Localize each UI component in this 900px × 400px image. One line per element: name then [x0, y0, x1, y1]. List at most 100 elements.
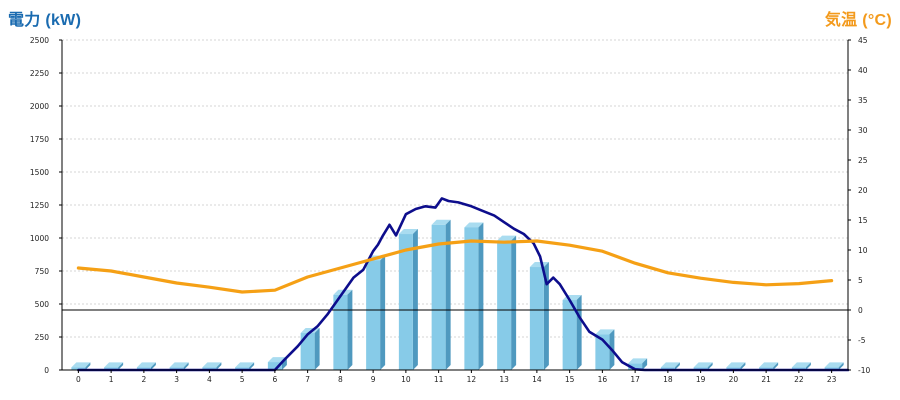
bar-side	[380, 255, 386, 370]
bar-side	[85, 362, 91, 370]
left-tick-label: 2250	[30, 69, 49, 78]
left-tick-label: 500	[35, 300, 50, 309]
bar-front	[235, 367, 250, 370]
bar-top	[202, 362, 222, 368]
x-tick-label: 2	[141, 375, 146, 384]
bar-top	[464, 222, 484, 228]
bar-front	[726, 367, 741, 370]
bar-top	[824, 362, 844, 368]
bar-front	[628, 363, 643, 370]
bar-19	[693, 362, 713, 370]
bar-front	[333, 294, 348, 370]
bar-front	[562, 300, 577, 370]
bar-top	[595, 329, 615, 335]
bar-front	[136, 367, 151, 370]
bar-top	[726, 362, 746, 368]
x-tick-label: 5	[240, 375, 245, 384]
right-tick-label: 20	[858, 186, 868, 195]
bar-front	[660, 367, 675, 370]
bar-top	[104, 362, 124, 368]
bar-2	[136, 362, 156, 370]
bar-18	[660, 362, 680, 370]
bar-5	[235, 362, 255, 370]
bar-side	[773, 362, 779, 370]
x-tick-label: 18	[663, 375, 673, 384]
bar-side	[150, 362, 156, 370]
x-tick-label: 7	[305, 375, 310, 384]
bar-top	[497, 235, 517, 241]
bar-21	[759, 362, 779, 370]
left-tick-label: 2500	[30, 36, 49, 45]
axes: 02505007501000125015001750200022502500-1…	[30, 36, 871, 384]
x-tick-label: 21	[761, 375, 771, 384]
right-tick-label: 40	[858, 66, 868, 75]
x-tick-label: 0	[76, 375, 81, 384]
bar-front	[464, 227, 479, 370]
bar-front	[71, 367, 86, 370]
right-tick-label: 15	[858, 216, 868, 225]
left-tick-label: 1750	[30, 135, 49, 144]
x-tick-label: 1	[109, 375, 114, 384]
x-tick-label: 17	[630, 375, 640, 384]
right-tick-label: 25	[858, 156, 868, 165]
bar-0	[71, 362, 91, 370]
left-tick-label: 1250	[30, 201, 49, 210]
x-tick-label: 6	[272, 375, 277, 384]
bar-side	[118, 362, 124, 370]
x-tick-label: 15	[565, 375, 575, 384]
bar-side	[707, 362, 713, 370]
right-tick-label: 0	[858, 306, 863, 315]
bar-top	[660, 362, 680, 368]
bar-front	[398, 234, 413, 370]
bar-side	[249, 362, 255, 370]
bar-top	[169, 362, 189, 368]
bar-front	[824, 367, 839, 370]
bar-top	[693, 362, 713, 368]
x-tick-label: 20	[729, 375, 739, 384]
x-tick-label: 22	[794, 375, 804, 384]
bar-front	[759, 367, 774, 370]
bar-top	[759, 362, 779, 368]
bar-top	[628, 358, 648, 364]
bar-11	[431, 219, 451, 370]
right-tick-label: -5	[858, 336, 866, 345]
grid	[62, 39, 848, 338]
x-tick-label: 16	[598, 375, 608, 384]
bar-top	[791, 362, 811, 368]
bar-front	[497, 240, 512, 370]
bar-3	[169, 362, 189, 370]
bar-side	[740, 362, 746, 370]
right-tick-label: 5	[858, 276, 863, 285]
left-tick-label: 1000	[30, 234, 49, 243]
bar-side	[412, 229, 418, 370]
x-tick-label: 13	[499, 375, 509, 384]
right-tick-label: 45	[858, 36, 868, 45]
x-tick-label: 8	[338, 375, 343, 384]
left-tick-label: 0	[44, 366, 49, 375]
x-tick-label: 4	[207, 375, 212, 384]
bar-front	[202, 367, 217, 370]
bar-top	[71, 362, 91, 368]
bar-top	[136, 362, 156, 368]
right-axis-title: 気温 (°C)	[824, 12, 892, 29]
right-tick-label: 35	[858, 96, 868, 105]
x-tick-label: 23	[827, 375, 837, 384]
left-tick-label: 2000	[30, 102, 49, 111]
x-tick-label: 11	[434, 375, 444, 384]
bar-side	[216, 362, 222, 370]
x-tick-label: 14	[532, 375, 542, 384]
bar-4	[202, 362, 222, 370]
x-tick-label: 10	[401, 375, 411, 384]
bar-23	[824, 362, 844, 370]
bar-front	[366, 260, 381, 370]
bar-side	[838, 362, 844, 370]
x-tick-label: 12	[467, 375, 477, 384]
bar-1	[104, 362, 124, 370]
left-tick-label: 250	[35, 333, 50, 342]
bar-22	[791, 362, 811, 370]
bar-front	[300, 333, 315, 370]
bar-front	[791, 367, 806, 370]
left-tick-label: 1500	[30, 168, 49, 177]
left-tick-label: 750	[35, 267, 50, 276]
